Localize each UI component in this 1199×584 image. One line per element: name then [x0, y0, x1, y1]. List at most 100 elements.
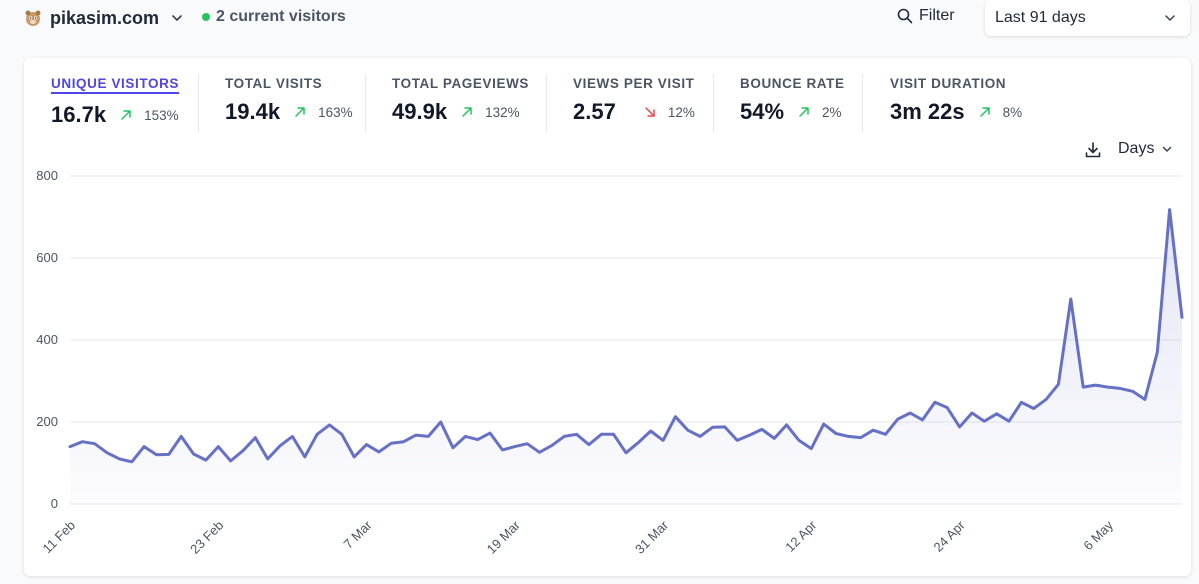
data-point	[378, 451, 380, 453]
data-point	[415, 434, 417, 436]
site-name: pikasim.com	[50, 7, 160, 28]
data-point	[464, 435, 466, 437]
data-point	[650, 430, 652, 432]
dashboard-card: UNIQUE VISITORS 16.7k 153% TOTAL VISITS …	[24, 58, 1191, 576]
data-point	[884, 433, 886, 435]
stat-value: 54%	[740, 99, 785, 124]
data-point	[402, 441, 404, 443]
data-point	[1070, 298, 1072, 300]
stat-change: 8%	[979, 105, 1022, 120]
data-point	[106, 452, 108, 454]
data-point	[847, 435, 849, 437]
data-point	[254, 436, 256, 438]
data-point	[131, 461, 133, 463]
arrow-up-icon	[798, 106, 816, 118]
site-switcher[interactable]: pikasim.com	[24, 6, 183, 30]
data-point	[477, 438, 479, 440]
data-point	[575, 433, 577, 435]
chevron-down-icon	[172, 15, 182, 21]
data-point	[341, 433, 343, 435]
data-point	[1144, 398, 1146, 400]
series-area	[70, 209, 1182, 504]
stat-bounce-rate[interactable]: BOUNCE RATE 54% 2%	[740, 76, 845, 132]
stat-change: 2%	[798, 105, 842, 120]
data-point	[514, 445, 516, 447]
data-point	[1020, 401, 1022, 403]
stat-unique-visitors[interactable]: UNIQUE VISITORS 16.7k 153%	[51, 76, 180, 132]
data-point	[328, 424, 330, 426]
data-point	[761, 428, 763, 430]
data-point	[872, 429, 874, 431]
data-point	[1156, 351, 1158, 353]
x-tick-label: 23 Feb	[187, 518, 226, 557]
site-logo-icon	[25, 10, 41, 26]
x-tick-label: 12 Apr	[782, 517, 820, 555]
data-point	[217, 445, 219, 447]
period-label: Last 91 days	[995, 9, 1086, 26]
stat-visit-duration[interactable]: VISIT DURATION 3m 22s 8%	[890, 76, 1022, 132]
data-point	[267, 458, 269, 460]
arrow-up-icon	[979, 106, 997, 118]
data-point	[662, 439, 664, 441]
stat-label: TOTAL PAGEVIEWS	[392, 76, 530, 91]
data-point	[81, 441, 83, 443]
data-point	[983, 420, 985, 422]
data-point	[625, 452, 627, 454]
data-point	[946, 406, 948, 408]
data-point	[736, 439, 738, 441]
x-tick-label: 7 Mar	[341, 517, 376, 552]
data-point	[180, 435, 182, 437]
data-point	[996, 413, 998, 415]
data-point	[699, 435, 701, 437]
data-point	[452, 447, 454, 449]
filter-button[interactable]: Filter	[897, 7, 955, 25]
data-point	[1033, 407, 1035, 409]
data-point	[612, 433, 614, 435]
data-point	[724, 426, 726, 428]
stat-total-visits[interactable]: TOTAL VISITS 19.4k 163%	[225, 76, 353, 132]
data-point	[192, 453, 194, 455]
visitors-chart[interactable]: 0 200 400 600 800 11 Feb 23 Feb 7 Mar 19 Mar 31 M…	[24, 58, 1191, 576]
stat-label: UNIQUE VISITORS	[51, 76, 180, 94]
period-dropdown[interactable]: Last 91 days	[985, 0, 1190, 36]
interval-label: Days	[1118, 140, 1155, 157]
stat-total-pageviews[interactable]: TOTAL PAGEVIEWS 49.9k 132%	[392, 76, 529, 132]
data-point	[835, 432, 837, 434]
stat-views-per-visit[interactable]: VIEWS PER VISIT 2.57 12%	[573, 76, 695, 132]
download-icon[interactable]	[1084, 141, 1102, 159]
data-point	[711, 426, 713, 428]
data-point	[1057, 383, 1059, 385]
x-tick-label: 31 Mar	[632, 517, 672, 557]
stat-change: 163%	[294, 105, 353, 120]
current-visitors[interactable]: 2 current visitors	[202, 8, 346, 26]
data-point	[551, 444, 553, 446]
data-point	[823, 423, 825, 425]
stat-label: VIEWS PER VISIT	[573, 76, 695, 91]
data-point	[1119, 387, 1121, 389]
interval-dropdown[interactable]: Days	[1118, 140, 1172, 158]
data-point	[1131, 390, 1133, 392]
arrow-up-icon	[461, 106, 479, 118]
data-point	[909, 412, 911, 414]
data-point	[588, 443, 590, 445]
data-point	[1045, 398, 1047, 400]
data-point	[390, 442, 392, 444]
data-point	[1181, 316, 1183, 318]
data-point	[563, 435, 565, 437]
data-point	[971, 412, 973, 414]
stat-divider	[713, 74, 714, 132]
x-tick-label: 6 May	[1080, 517, 1116, 553]
stat-divider	[862, 74, 863, 132]
data-point	[810, 447, 812, 449]
data-point	[1168, 208, 1170, 210]
data-point	[143, 445, 145, 447]
data-point	[785, 424, 787, 426]
x-tick-label: 11 Feb	[40, 518, 79, 557]
arrow-down-icon	[644, 106, 662, 118]
stat-change-value: 2%	[822, 104, 842, 120]
data-point	[440, 421, 442, 423]
data-point	[637, 441, 639, 443]
current-visitors-label: 2 current visitors	[216, 8, 346, 25]
top-bar: pikasim.com 2 current visitors Filter La…	[0, 0, 1199, 40]
stat-change-value: 163%	[318, 104, 353, 120]
